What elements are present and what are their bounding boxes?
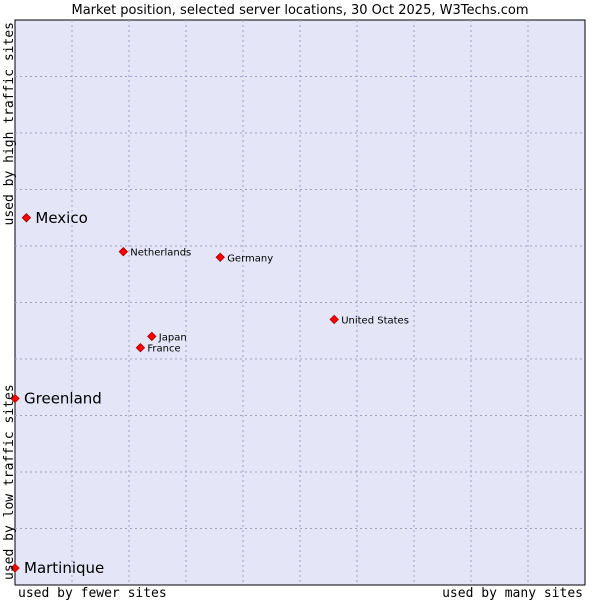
x-axis-label-right: used by many sites [442,586,583,600]
point-label: Greenland [24,390,102,408]
y-axis-label-bottom: used by low traffic sites [2,384,17,580]
data-point-france: France [135,342,181,355]
data-point-greenland: Greenland [10,390,102,408]
point-label: Mexico [35,209,87,227]
point-label: Martinique [24,559,104,577]
point-marker [135,342,146,353]
data-point-germany: Germany [215,252,273,264]
point-marker [21,213,32,223]
point-label: France [147,344,180,355]
data-point-mexico: Mexico [21,209,88,227]
point-marker [215,252,225,263]
point-marker [10,563,20,573]
grid-lines [15,20,585,585]
point-label: Netherlands [130,248,191,259]
point-marker [10,393,20,404]
point-label: Germany [227,253,273,264]
point-label: Japan [158,332,187,343]
data-point-martinique: Martinique [10,559,104,577]
data-point-japan: Japan [147,331,187,343]
point-label: United States [341,315,409,326]
point-marker [118,246,129,257]
point-marker [329,314,339,325]
point-marker [147,331,157,342]
data-point-netherlands: Netherlands [118,246,191,259]
chart-title: Market position, selected server locatio… [71,3,528,18]
data-points: Mexico Greenland Martinique Netherlands Germ… [10,209,409,577]
data-point-united-states: United States [329,314,409,326]
y-axis-label-top: used by high traffic sites [2,22,17,226]
x-axis-label-left: used by fewer sites [18,586,167,600]
